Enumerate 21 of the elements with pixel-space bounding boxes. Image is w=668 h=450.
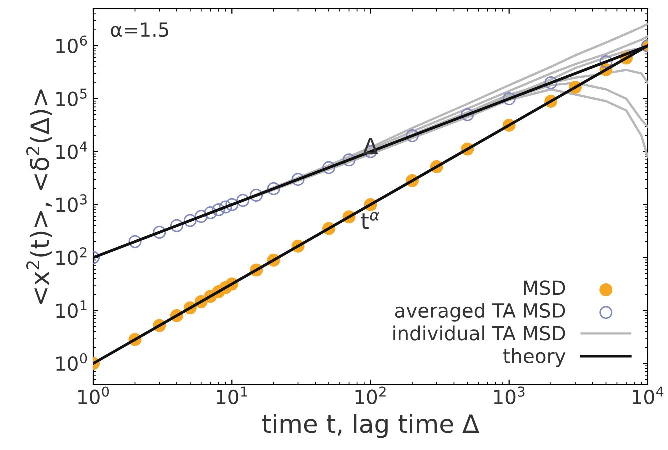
y-tick-label: 10$^{1}$ — [56, 300, 87, 318]
x-tick-label: 10$^{1}$ — [217, 386, 248, 405]
x-tick-label: 10$^{4}$ — [632, 386, 664, 405]
x-axis-title: time t, lag time Δ — [262, 414, 480, 438]
x-tick-label: 10$^{3}$ — [494, 386, 525, 405]
y-tick-label: 10$^{2}$ — [56, 247, 87, 266]
y-tick-label: 10$^{4}$ — [56, 142, 88, 160]
x-tick-label: 10$^{0}$ — [78, 386, 110, 405]
legend-label: averaged TA MSD — [395, 303, 566, 322]
annotation: α=1.5 — [111, 22, 168, 38]
legend-label: theory — [504, 348, 566, 368]
x-tick-label: 10$^{2}$ — [356, 386, 386, 405]
legend-label: individual TA MSD — [394, 326, 566, 341]
y-tick-label: 10$^{5}$ — [56, 88, 87, 106]
annotation: Δ — [363, 138, 378, 154]
y-tick-label: 10$^{0}$ — [56, 353, 88, 372]
y-axis-title: <x$^{2}$(t)>, <δ̄$^{2}$(Δ)> — [26, 90, 52, 304]
y-tick-label: 10$^{6}$ — [56, 36, 88, 54]
y-tick-label: 10$^{3}$ — [56, 194, 87, 212]
legend-label: MSD — [524, 280, 566, 296]
annotation: t$^{α}$ — [361, 212, 380, 230]
